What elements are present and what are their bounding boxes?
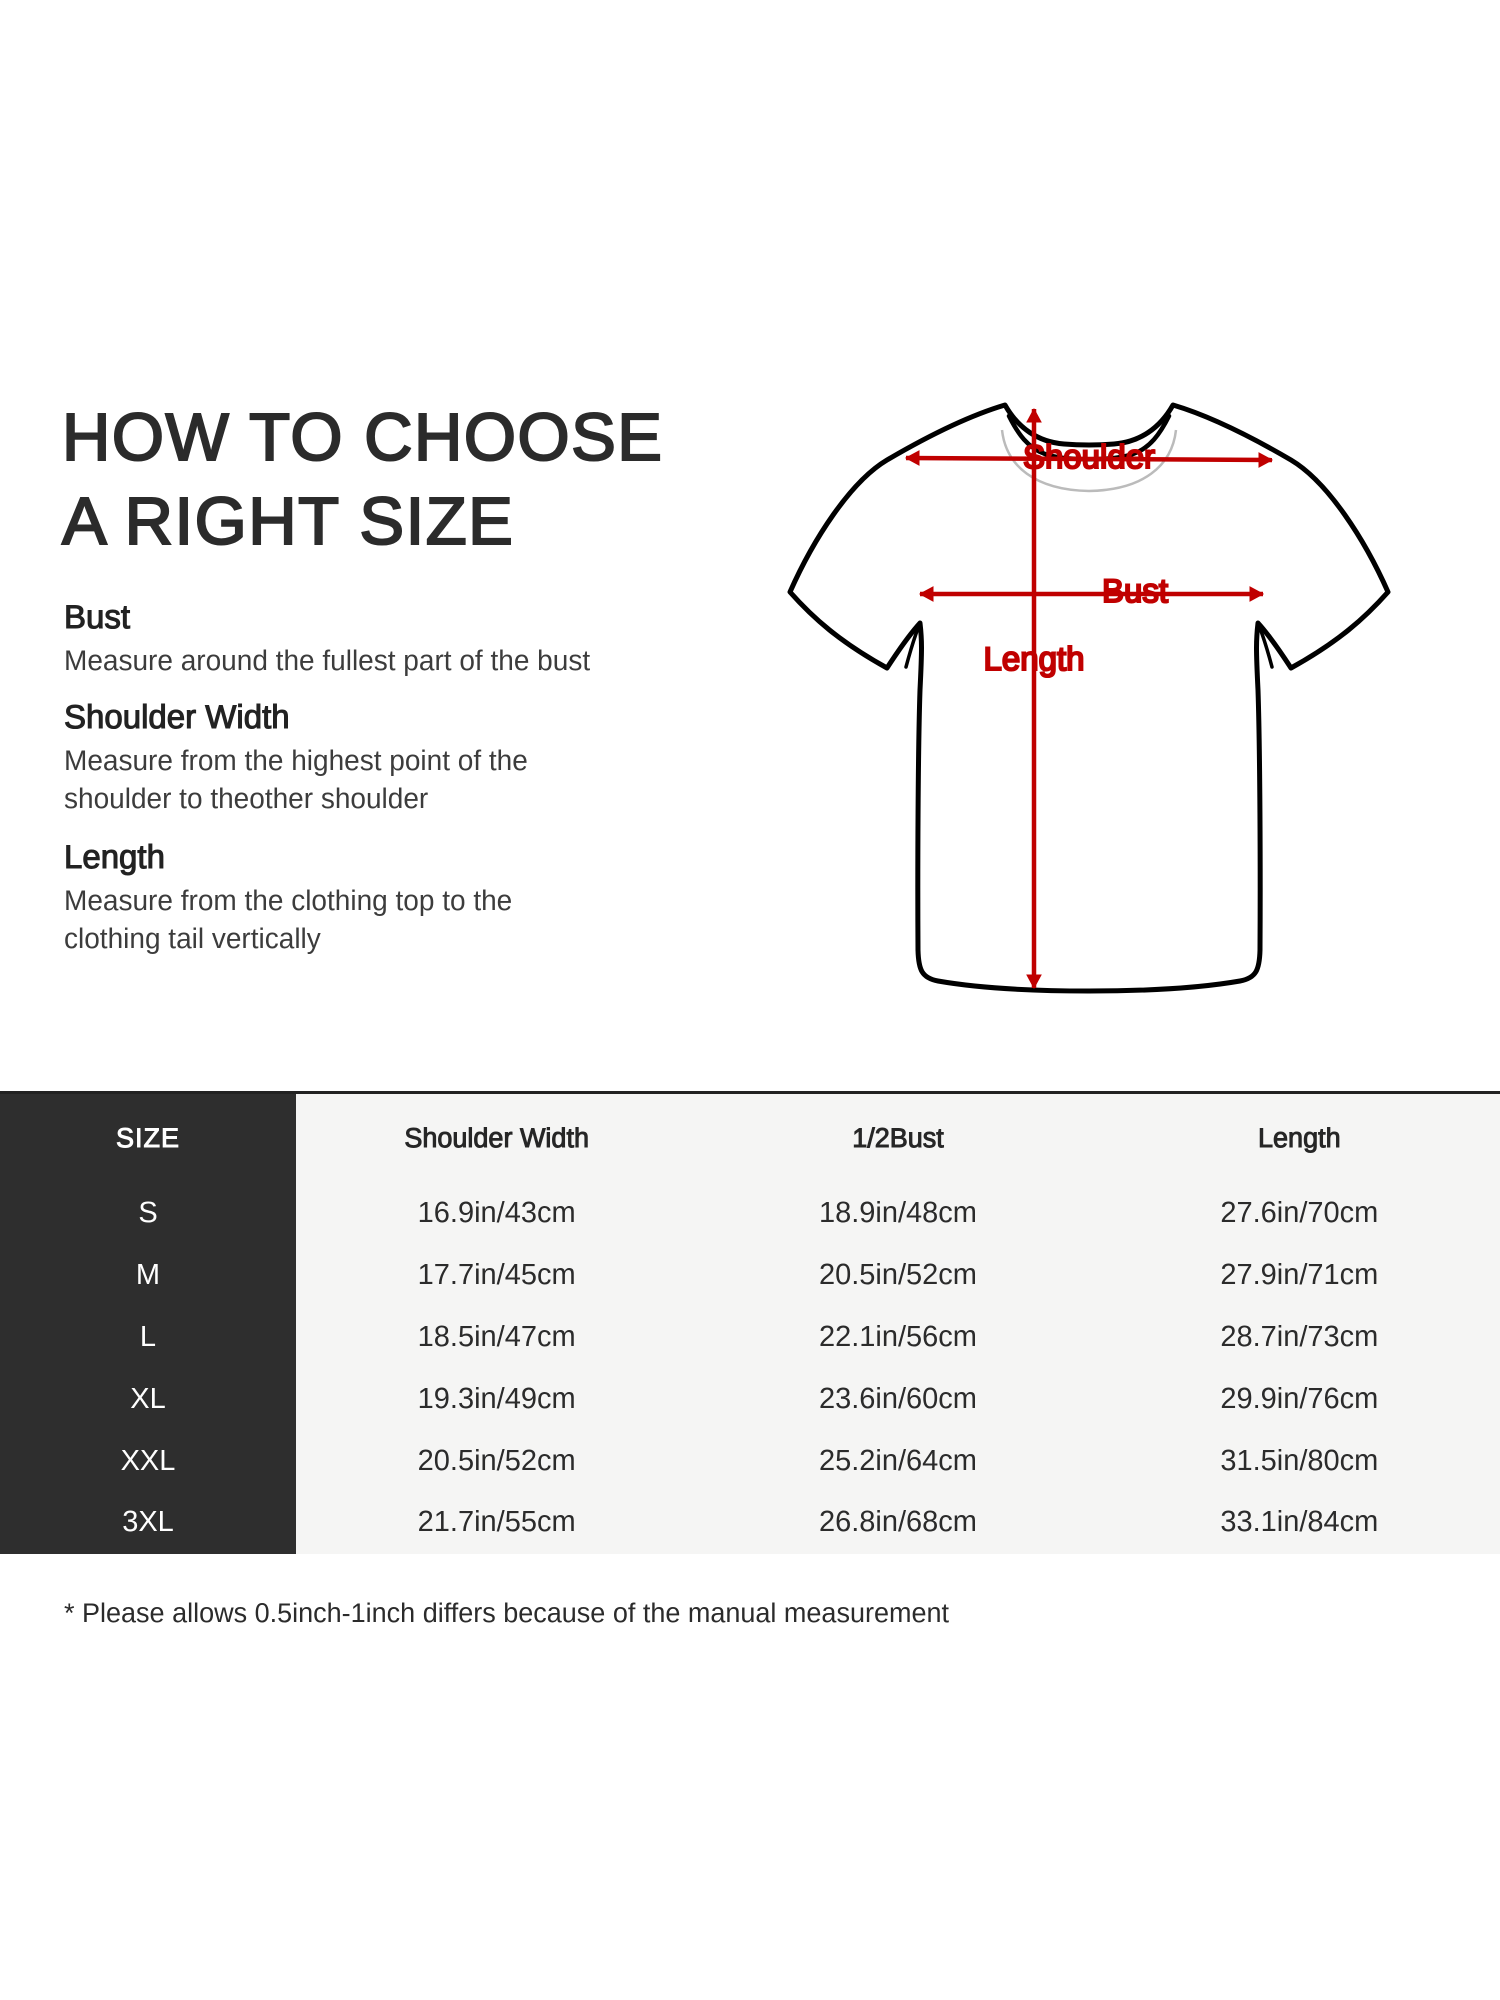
svg-text:Shoulder: Shoulder — [1023, 438, 1155, 475]
svg-text:Bust: Bust — [1102, 572, 1169, 609]
svg-text:Length: Length — [984, 640, 1085, 678]
